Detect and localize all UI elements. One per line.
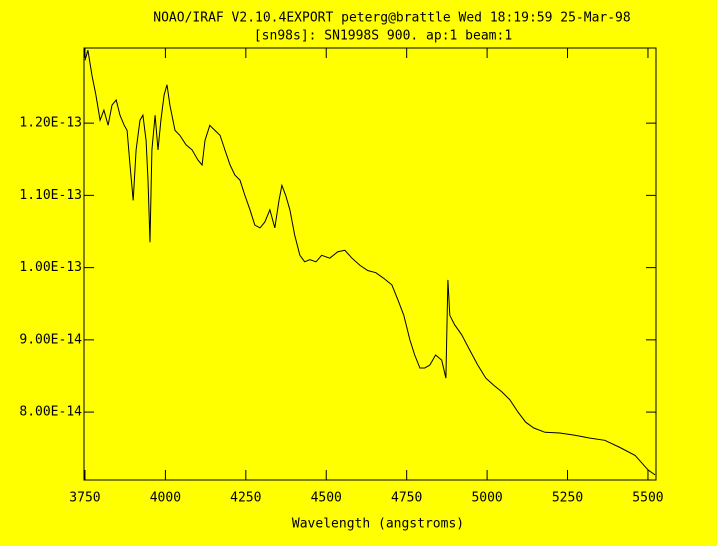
y-tick-label: 1.10E-13 bbox=[19, 188, 82, 203]
x-tick-label: 5500 bbox=[632, 491, 663, 506]
chart-subtitle: [sn98s]: SN1998S 900. ap:1 beam:1 bbox=[254, 29, 512, 44]
chart-title: NOAO/IRAF V2.10.4EXPORT peterg@brattle W… bbox=[153, 11, 630, 26]
x-tick-label: 4250 bbox=[230, 491, 261, 506]
x-axis-label: Wavelength (angstroms) bbox=[292, 517, 464, 532]
x-tick-label: 5250 bbox=[552, 491, 583, 506]
y-tick-label: 1.20E-13 bbox=[19, 116, 82, 131]
spectrum-line bbox=[84, 50, 656, 476]
x-tick-label: 4500 bbox=[311, 491, 342, 506]
x-tick-label: 4750 bbox=[391, 491, 422, 506]
plot-frame bbox=[83, 47, 657, 481]
y-tick-label: 9.00E-14 bbox=[19, 332, 82, 347]
x-tick-label: 4000 bbox=[150, 491, 181, 506]
x-tick-label: 5000 bbox=[471, 491, 502, 506]
y-tick-label: 8.00E-14 bbox=[19, 405, 82, 420]
y-tick-label: 1.00E-13 bbox=[19, 260, 82, 275]
x-tick-label: 3750 bbox=[69, 491, 100, 506]
